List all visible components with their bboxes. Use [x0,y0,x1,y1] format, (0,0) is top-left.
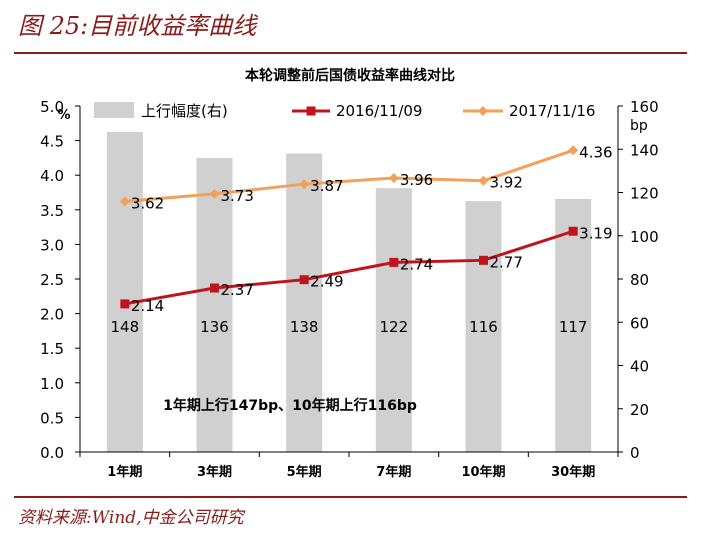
label-2017-0: 3.62 [131,194,164,212]
legend-label-2017: 2017/11/16 [509,102,595,120]
label-2016-5: 3.19 [579,224,612,242]
left-tick-label-5: 2.5 [40,271,64,289]
label-2017-3: 3.96 [400,171,433,189]
bar-label-5: 117 [559,318,588,336]
right-tick-label-1: 20 [630,401,649,419]
label-2016-0: 2.14 [131,297,164,315]
label-2017-1: 3.73 [221,187,254,205]
legend-label-2016: 2016/11/09 [336,102,422,120]
legend-marker-2016 [306,106,316,116]
right-tick-label-2: 40 [630,358,649,376]
line-2017 [124,148,574,203]
bar-label-1: 136 [200,318,229,336]
label-2016-4: 2.77 [490,253,523,271]
left-axis-unit: % [57,108,70,123]
point-2017-2 [299,179,310,190]
left-tick-label-7: 3.5 [40,202,64,220]
label-2017-5: 4.36 [579,143,612,161]
bar-label-4: 116 [469,318,498,336]
chart-title: 本轮调整前后国债收益率曲线对比 [245,67,455,84]
bar-2 [286,153,323,452]
right-tick-label-4: 80 [630,271,649,289]
point-2016-3 [389,257,399,267]
label-2016-1: 2.37 [221,281,254,299]
point-2017-5 [568,145,579,156]
x-tick-label-0: 1年期 [107,464,142,480]
point-2016-1 [210,283,219,293]
bar-label-2: 138 [290,318,319,336]
line-2016 [124,229,574,306]
label-2016-2: 2.49 [310,273,343,291]
right-tick-label-3: 60 [630,314,649,332]
label-2017-4: 3.92 [490,174,523,192]
bar-4 [465,201,502,452]
x-tick-label-3: 7年期 [376,464,411,480]
right-tick-label-6: 120 [630,185,659,203]
figure-title: 图 25:目前收益率曲线 [18,12,257,40]
left-tick-label-9: 4.5 [40,133,64,151]
label-2017-2: 3.87 [310,177,343,195]
legend-label-bar: 上行幅度(右) [141,102,228,120]
legend-swatch-bar [94,102,134,118]
top-rule [14,52,687,54]
x-tick-label-2: 5年期 [287,464,322,480]
source-note: 资料来源:Wind,中金公司研究 [18,508,244,528]
right-tick-label-0: 0 [630,444,640,462]
left-tick-label-2: 1.0 [40,375,64,393]
point-2016-5 [568,226,578,236]
x-tick-label-5: 30年期 [551,464,595,480]
label-2016-3: 2.74 [400,255,433,273]
point-2016-2 [299,275,309,285]
right-tick-label-5: 100 [630,228,659,246]
bar-1 [196,157,233,452]
point-2017-3 [388,172,399,183]
legend-marker-2017 [478,106,488,116]
left-tick-label-6: 3.0 [40,236,64,254]
left-tick-label-8: 4.0 [40,167,64,185]
point-2017-4 [478,175,489,186]
left-tick-label-1: 0.5 [40,409,64,427]
chart-annotation: 1年期上行147bp、10年期上行116bp [163,397,417,414]
point-2016-4 [479,255,488,265]
point-2016-0 [120,299,130,309]
point-2017-1 [209,188,220,199]
bar-label-3: 122 [380,318,409,336]
right-tick-label-7: 140 [630,141,659,159]
x-tick-label-1: 3年期 [197,464,232,480]
left-tick-label-4: 2.0 [40,306,64,324]
bar-3 [375,188,412,453]
left-tick-label-3: 1.5 [40,340,64,358]
point-2017-0 [119,196,130,207]
x-tick-label-4: 10年期 [461,464,505,480]
bar-0 [106,131,143,452]
bar-label-0: 148 [111,318,140,336]
right-tick-label-8: 160 [630,98,659,116]
bar-5 [555,198,592,452]
bottom-rule [14,496,687,498]
left-tick-label-10: 5.0 [40,98,64,116]
left-tick-label-0: 0.0 [40,444,64,462]
right-axis-unit: bp [630,118,648,134]
